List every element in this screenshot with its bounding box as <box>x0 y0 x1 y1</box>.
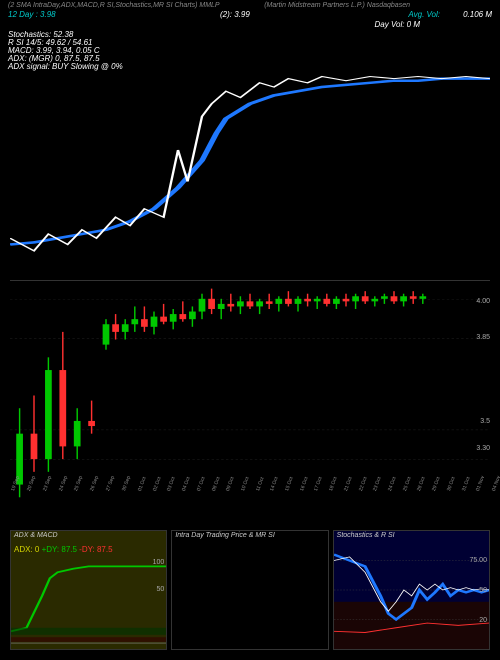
stochastics-panel[interactable]: Stochastics & R SI 75.00 50 20 <box>333 530 490 650</box>
adx-macd-panel[interactable]: ADX & MACD ADX: 0 +DY: 87.5 -DY: 87.5 10… <box>10 530 167 650</box>
adx-panel-title: ADX & MACD <box>14 532 58 539</box>
sma-12day: 12 Day : 3.98 <box>8 10 56 19</box>
price-2: (2): 3.99 <box>220 10 250 19</box>
intraday-panel-title: Intra Day Trading Price & MR SI <box>175 532 274 539</box>
date-axis: 19 Sep20 Sep23 Sep24 Sep25 Sep26 Sep27 S… <box>10 490 490 510</box>
adx-di-values: ADX: 0 +DY: 87.5 -DY: 87.5 <box>14 545 113 554</box>
stoch-panel-title: Stochastics & R SI <box>337 532 395 539</box>
candlestick-chart[interactable]: 4.003.853.53.30 19 Sep20 Sep23 Sep24 Sep… <box>10 280 490 510</box>
day-vol: Day Vol: 0 M <box>375 20 421 29</box>
indicators-list: (2 SMA IntraDay,ADX,MACD,R SI,Stochastic… <box>8 2 220 9</box>
chart-header: (2 SMA IntraDay,ADX,MACD,R SI,Stochastic… <box>0 0 500 45</box>
indicator-panels-row: ADX & MACD ADX: 0 +DY: 87.5 -DY: 87.5 10… <box>10 530 490 650</box>
intraday-panel[interactable]: Intra Day Trading Price & MR SI <box>171 530 328 650</box>
company-name: (Martin Midstream Partners L.P.) Nasdaqb… <box>264 2 410 9</box>
avg-vol-value: 0.106 M <box>463 10 492 19</box>
main-price-chart[interactable] <box>10 45 490 255</box>
avg-vol-label: Avg. Vol: <box>408 10 440 19</box>
